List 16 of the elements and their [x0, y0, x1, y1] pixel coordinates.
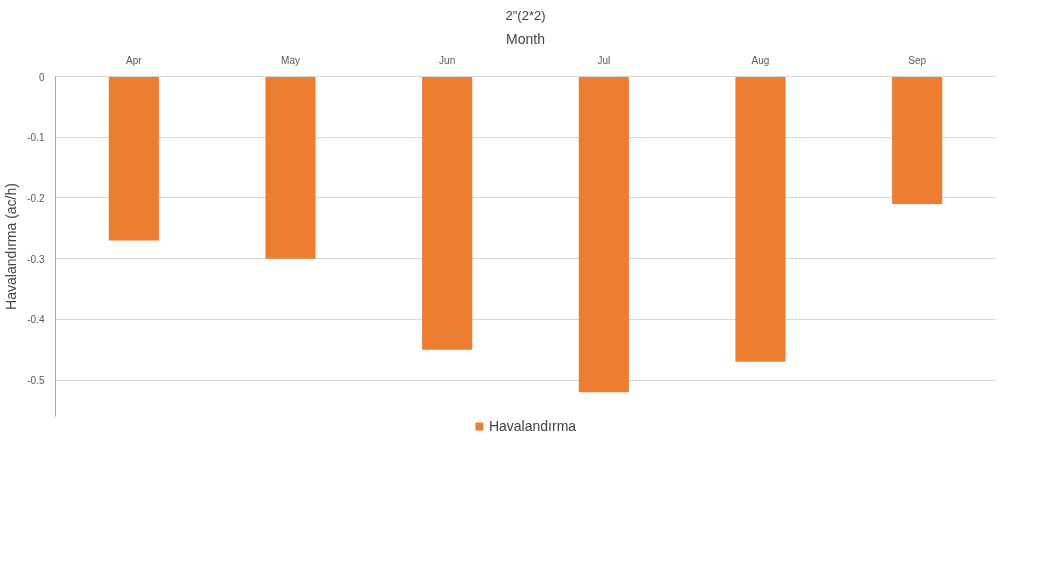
- y-tick-label: -0.4: [27, 314, 45, 326]
- x-axis-title: Month: [506, 30, 545, 47]
- y-tick-label: -0.3: [27, 253, 45, 265]
- y-tick-label: -0.1: [27, 132, 45, 144]
- y-axis-title: Havalandırma (ac/h): [3, 183, 20, 310]
- x-tick-label: Apr: [126, 54, 143, 66]
- y-tick-label: 0: [38, 71, 45, 83]
- y-tick-label: -0.5: [27, 375, 45, 387]
- x-tick-label: Aug: [751, 54, 770, 66]
- x-tick-label: May: [281, 54, 300, 66]
- x-tick-label: Jun: [439, 54, 456, 66]
- chart-title: 2"(2*2): [505, 7, 546, 23]
- legend-label: Havalandırma: [488, 418, 577, 434]
- y-tick-label: -0.2: [27, 192, 45, 204]
- x-tick-label: Sep: [908, 54, 927, 66]
- x-tick-label: Jul: [597, 54, 611, 66]
